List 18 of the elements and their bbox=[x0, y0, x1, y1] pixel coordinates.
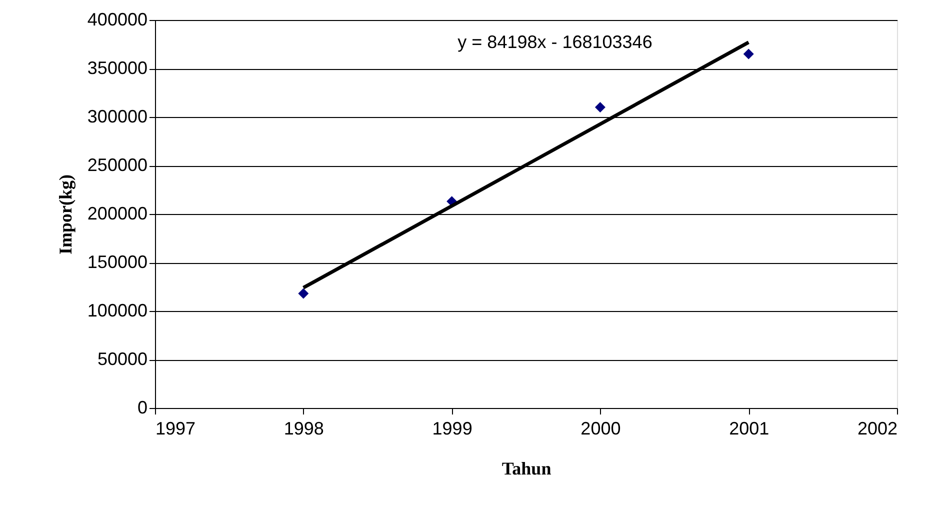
x-tick-label: 2002 bbox=[857, 418, 898, 438]
x-axis-title: Tahun bbox=[502, 458, 552, 478]
y-tick-label: 350000 bbox=[87, 58, 148, 78]
y-tick-label: 150000 bbox=[87, 252, 148, 272]
y-tick-label: 0 bbox=[137, 398, 148, 418]
x-tick-label: 1998 bbox=[284, 418, 324, 438]
x-tick-label: 1999 bbox=[432, 418, 472, 438]
y-axis-title: Impor(kg) bbox=[55, 174, 76, 254]
annotation: y = 84198x - 168103346 bbox=[458, 32, 652, 52]
x-tick-label: 1997 bbox=[156, 418, 196, 438]
y-tick-label: 50000 bbox=[97, 349, 148, 369]
x-tick-label: 2000 bbox=[580, 418, 621, 438]
y-tick-label: 200000 bbox=[87, 204, 148, 224]
y-tick-label: 250000 bbox=[87, 155, 148, 175]
y-tick-label: 300000 bbox=[87, 106, 148, 126]
x-tick-label: 2001 bbox=[729, 418, 770, 438]
y-tick-label: 400000 bbox=[87, 10, 148, 30]
y-tick-label: 100000 bbox=[87, 300, 148, 320]
